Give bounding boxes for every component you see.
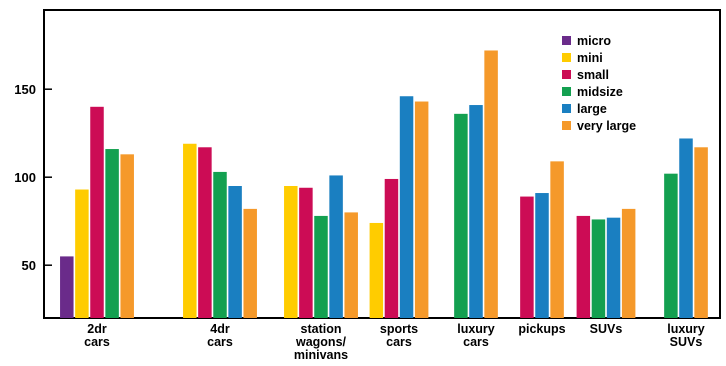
legend-label-small: small — [577, 68, 609, 82]
legend-label-micro: micro — [577, 34, 611, 48]
x-category-label: sports cars — [380, 322, 418, 349]
bar-large-1 — [228, 186, 242, 318]
bar-very-large-5 — [550, 161, 564, 318]
y-axis: 50 100 150 — [14, 82, 52, 273]
bar-large-3 — [399, 96, 414, 319]
legend-swatch-very-large — [562, 121, 571, 130]
bar-small-0 — [90, 106, 104, 318]
bar-large-7 — [679, 138, 693, 318]
legend-label-mini: mini — [577, 51, 603, 65]
bar-midsize-6 — [591, 219, 606, 318]
bar-midsize-1 — [213, 171, 227, 318]
bar-midsize-4 — [454, 113, 468, 318]
bar-very-large-3 — [414, 101, 429, 319]
x-category-label: station wagons/minivans — [294, 322, 348, 362]
bar-micro-0 — [60, 256, 74, 318]
bar-midsize-2 — [314, 215, 328, 318]
y-tick-label: 150 — [14, 82, 36, 97]
bar-mini-0 — [75, 189, 89, 318]
bar-small-3 — [384, 178, 399, 318]
bar-large-6 — [606, 217, 621, 318]
bar-small-1 — [198, 147, 212, 318]
bar-midsize-7 — [664, 173, 678, 318]
x-category-label: SUVs — [590, 322, 623, 336]
legend-label-large: large — [577, 102, 607, 116]
bar-very-large-2 — [344, 212, 358, 318]
bar-mini-1 — [183, 143, 197, 318]
legend: micro mini small midsize large very large — [562, 34, 636, 133]
bar-small-6 — [576, 215, 591, 318]
legend-label-midsize: midsize — [577, 85, 623, 99]
bar-very-large-1 — [243, 208, 257, 318]
legend-swatch-midsize — [562, 87, 571, 96]
legend-label-very-large: very large — [577, 119, 636, 133]
x-category-label: luxury cars — [457, 322, 495, 349]
x-category-label: 4dr cars — [207, 322, 233, 349]
bar-small-5 — [520, 196, 534, 318]
legend-swatch-small — [562, 70, 571, 79]
bar-very-large-7 — [694, 147, 708, 318]
bar-large-5 — [535, 193, 549, 318]
bar-mini-3 — [369, 222, 384, 318]
x-category-label: 2dr cars — [84, 322, 110, 349]
x-axis: 2dr cars 4dr cars station wagons/minivans spor… — [84, 322, 705, 362]
legend-swatch-micro — [562, 36, 571, 45]
x-category-label: pickups — [518, 322, 565, 336]
y-tick-label: 50 — [22, 258, 36, 273]
bar-large-4 — [469, 105, 483, 318]
bar-very-large-4 — [484, 50, 498, 318]
y-tick-label: 100 — [14, 170, 36, 185]
bar-small-2 — [299, 187, 313, 318]
bars — [60, 50, 708, 319]
bar-large-2 — [329, 175, 343, 318]
bar-very-large-0 — [120, 154, 134, 318]
legend-swatch-large — [562, 104, 571, 113]
x-category-label: luxury SUVs — [667, 322, 705, 349]
bar-mini-2 — [284, 186, 298, 318]
bar-midsize-0 — [105, 149, 119, 318]
legend-swatch-mini — [562, 53, 571, 62]
bar-very-large-6 — [621, 208, 636, 318]
